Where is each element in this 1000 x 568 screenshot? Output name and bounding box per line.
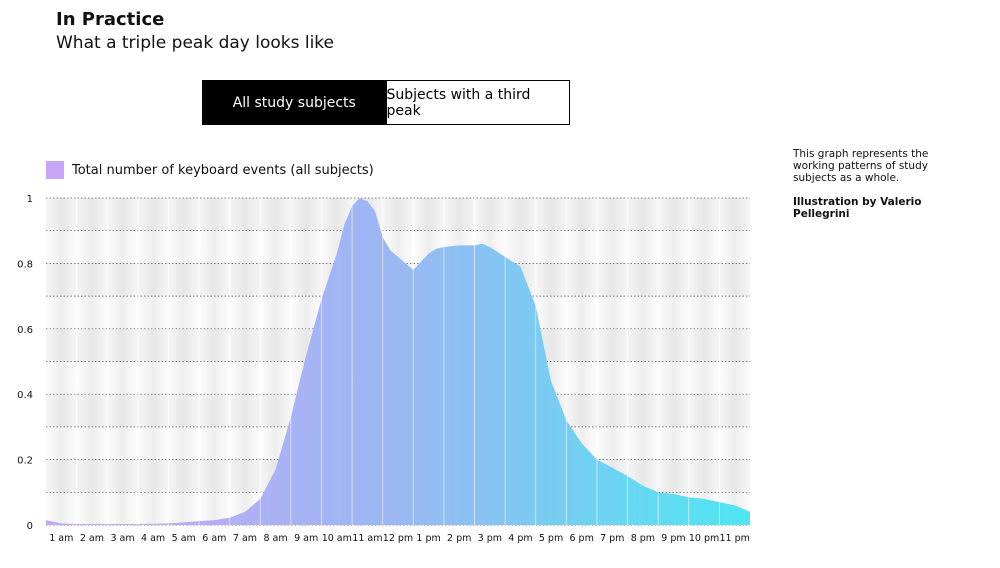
y-axis: 0 0.2 0.4 0.6 0.8 1: [17, 194, 33, 532]
background-column: [627, 198, 659, 525]
legend-label: Total number of keyboard events (all sub…: [72, 162, 374, 178]
toggle-third-peak-button[interactable]: Subjects with a third peak: [385, 81, 569, 124]
legend-swatch: [46, 161, 64, 179]
x-tick-label: 8 pm: [631, 533, 655, 544]
x-tick-label: 1 am: [49, 533, 73, 544]
chart-area-layer: [46, 198, 750, 525]
x-tick-label: 4 am: [141, 533, 165, 544]
y-tick-label: 0: [27, 521, 33, 532]
x-tick-label: 5 am: [172, 533, 196, 544]
x-tick-label: 7 pm: [600, 533, 624, 544]
x-tick-label: 1 pm: [416, 533, 440, 544]
side-note: This graph represents the working patter…: [793, 148, 973, 220]
illustration-credit: Illustration by Valerio Pellegrini: [793, 196, 922, 220]
x-tick-label: 7 am: [233, 533, 257, 544]
x-tick-label: 2 pm: [447, 533, 471, 544]
chart-column-dividers: [76, 198, 720, 525]
y-tick-label: 0.8: [17, 259, 33, 270]
x-tick-label: 2 am: [80, 533, 104, 544]
x-tick-label: 9 am: [294, 533, 318, 544]
background-column: [719, 198, 750, 525]
x-tick-label: 6 am: [202, 533, 226, 544]
x-tick-label: 4 pm: [508, 533, 532, 544]
y-tick-label: 0.4: [17, 390, 33, 401]
page-title: In Practice: [56, 9, 165, 30]
x-tick-label: 3 pm: [478, 533, 502, 544]
x-tick-label: 12 pm: [383, 533, 413, 544]
x-tick-label: 6 pm: [569, 533, 593, 544]
side-note-description: This graph represents the working patter…: [793, 148, 929, 184]
subject-toggle: All study subjects Subjects with a third…: [202, 80, 570, 125]
background-column: [137, 198, 169, 525]
page-subtitle: What a triple peak day looks like: [56, 33, 335, 53]
x-tick-label: 10 pm: [689, 533, 719, 544]
x-tick-label: 11 am: [352, 533, 382, 544]
x-axis: 1 am 2 am 3 am 4 am 5 am 6 am 7 am 8 am 9 am 10 a…: [49, 533, 750, 544]
x-tick-label: 5 pm: [539, 533, 563, 544]
chart-legend: Total number of keyboard events (all sub…: [46, 161, 374, 179]
x-tick-label: 3 am: [110, 533, 134, 544]
header: In Practice What a triple peak day looks…: [56, 10, 334, 55]
toggle-all-subjects-button[interactable]: All study subjects: [203, 81, 386, 124]
x-tick-label: 10 am: [322, 533, 352, 544]
y-tick-label: 1: [27, 194, 33, 205]
series-area-keyboard-events: [46, 198, 750, 525]
background-column: [107, 198, 138, 525]
background-column: [229, 198, 261, 525]
x-tick-label: 8 am: [263, 533, 287, 544]
y-tick-label: 0.6: [17, 325, 33, 336]
y-tick-label: 0.2: [17, 456, 33, 467]
x-tick-label: 11 pm: [719, 533, 749, 544]
x-tick-label: 9 pm: [661, 533, 685, 544]
